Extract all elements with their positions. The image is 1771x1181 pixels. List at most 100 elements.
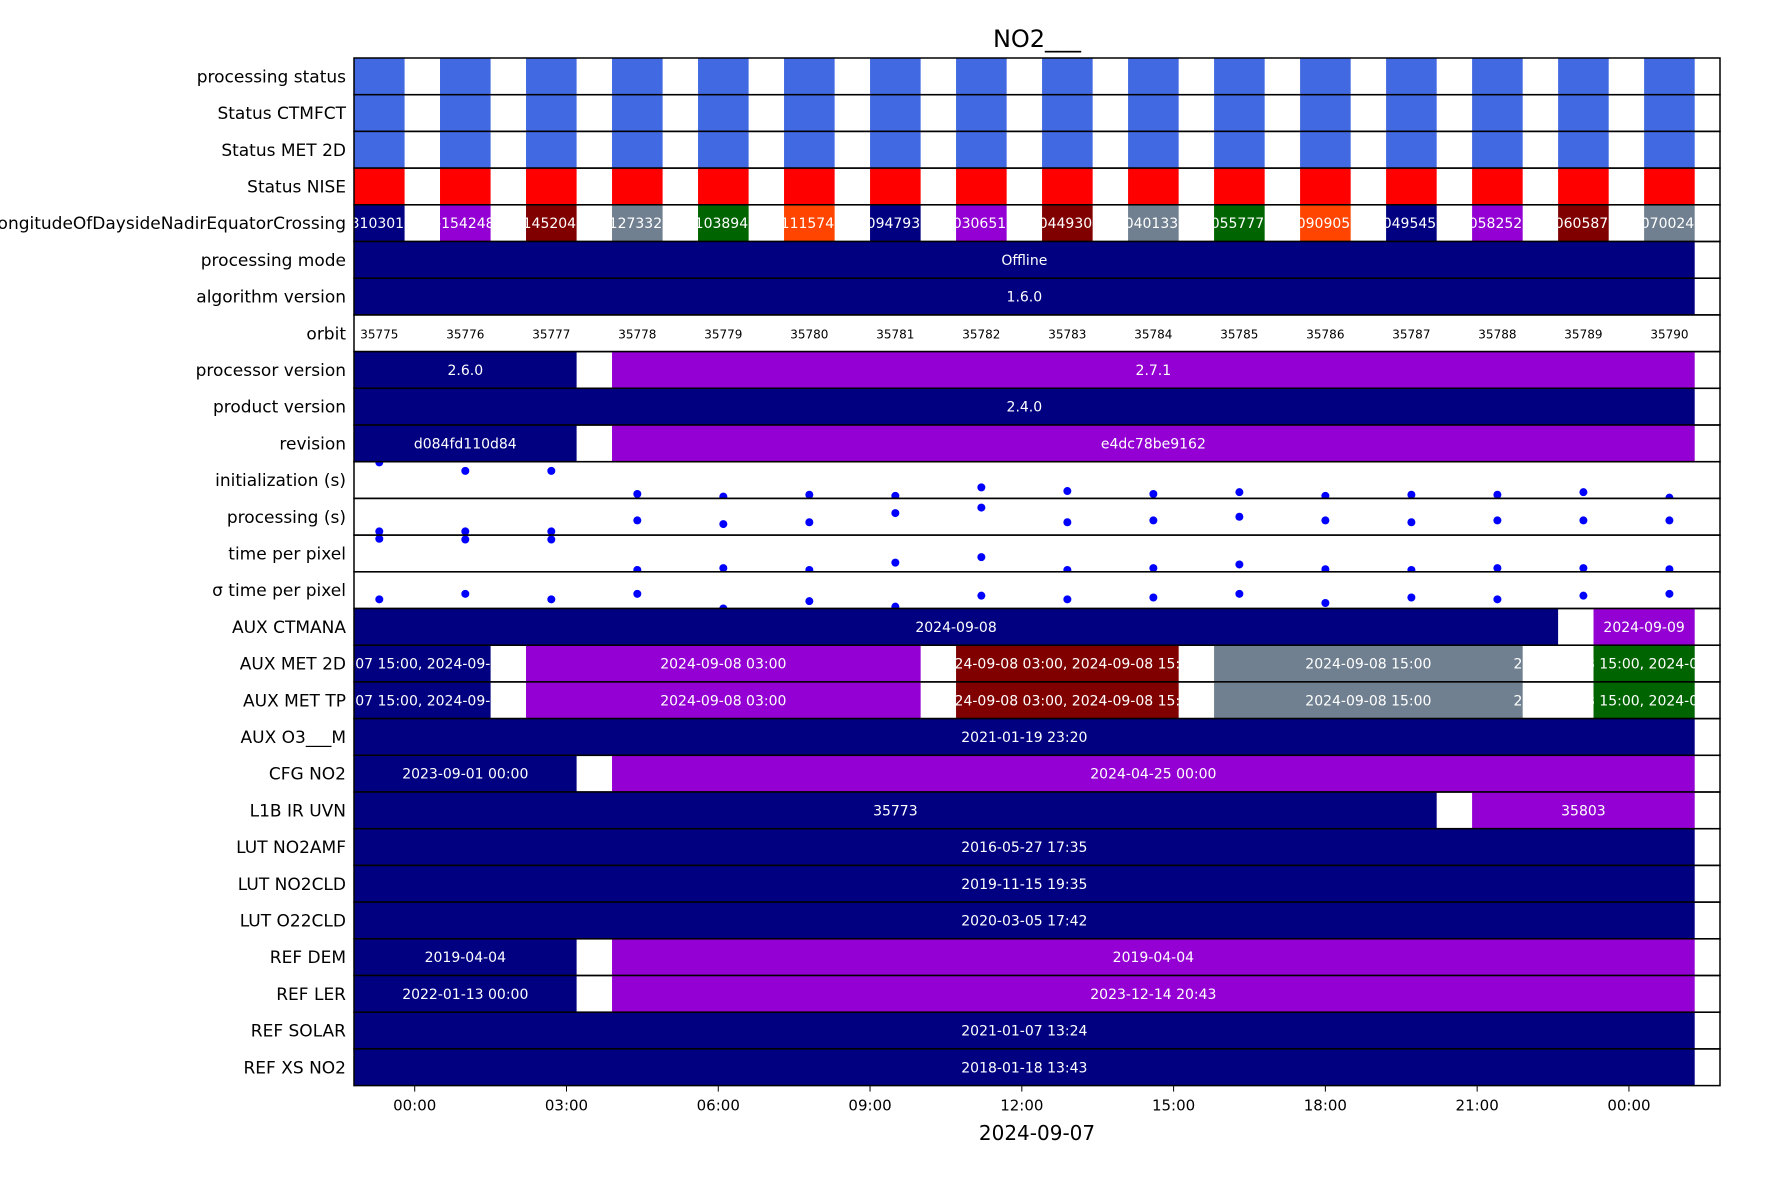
granule-bar: [1300, 58, 1351, 95]
granule-bar: [870, 204, 921, 242]
row-label: REF SOLAR: [251, 1022, 346, 1042]
row-lut-no2amf: 2016-05-27 17:35 LUT NO2AMF: [236, 827, 1721, 867]
scatter-point: [633, 516, 642, 525]
granule-bar: [440, 204, 491, 242]
row-label: initialization (s): [215, 471, 346, 491]
scatter-point: [547, 527, 556, 536]
row-lut-no2cld: 2019-11-15 19:35 LUT NO2CLD: [238, 864, 1721, 903]
row-frame: [353, 571, 1721, 610]
row-label: REF XS NO2: [244, 1058, 347, 1078]
row-label: LongitudeOfDaysideNadirEquatorCrossing: [0, 214, 346, 234]
granule-bar: [1300, 204, 1351, 242]
scatter-point: [547, 595, 556, 604]
span-label: e4dc78be9162: [1101, 436, 1206, 452]
row-label: REF DEM: [270, 948, 346, 968]
row-ref-solar: 2021-01-07 13:24 REF SOLAR: [251, 1011, 1721, 1050]
orbit-label: 35785: [1220, 327, 1258, 341]
granule-value: -0306512: [948, 216, 1015, 232]
x-tick-label: 06:00: [697, 1097, 740, 1115]
granule-bar: [784, 131, 835, 169]
row-label: AUX MET 2D: [240, 655, 346, 675]
scatter-point: [1407, 593, 1416, 602]
x-tick-label: 21:00: [1456, 1097, 1499, 1115]
scatter-point: [1665, 589, 1674, 598]
granule-bar: [1128, 168, 1179, 205]
span-label: 2019-04-04: [1113, 950, 1194, 966]
row-label: σ time per pixel: [212, 581, 346, 601]
granule-bar: [612, 131, 663, 169]
orbit-label: 35784: [1134, 327, 1172, 341]
span-bar: [354, 681, 491, 719]
span-label: 2024-09-08 15:00: [1305, 657, 1431, 673]
span-bar: [956, 645, 1179, 682]
scatter-point: [977, 553, 986, 562]
scatter-point: [547, 535, 556, 544]
granule-bar: [1558, 94, 1609, 132]
granule-bar: [1042, 131, 1093, 169]
row-processing-mode: Offline processing mode: [201, 240, 1721, 279]
granule-value: -0605871: [1550, 216, 1617, 232]
granule-bar: [1214, 94, 1265, 132]
span-label: 2024-09-08 03:00: [660, 657, 786, 673]
span-label: 2.6.0: [447, 363, 483, 379]
scatter-point: [547, 466, 556, 475]
span-label: 2024-09-08 15:00, 2024-09-09 03:00: [1514, 657, 1771, 673]
row-frame: [353, 1048, 1721, 1087]
granule-bar: [526, 168, 577, 205]
granule-bar: [440, 94, 491, 132]
granule-value: -154248: [436, 216, 495, 232]
granule-value: -0700244: [1636, 216, 1703, 232]
span-bar: [354, 755, 577, 792]
granule-value: -1452041: [518, 216, 585, 232]
span-label: 2023-09-01 00:00: [402, 767, 528, 783]
span-label: d084fd110d84: [414, 436, 517, 452]
scatter-point: [805, 518, 814, 527]
scatter-point: [1321, 565, 1330, 572]
row-label: CFG NO2: [269, 765, 346, 785]
granule-bar: [1042, 168, 1093, 205]
x-axis-label: 2024-09-07: [979, 1121, 1095, 1145]
granule-bar: [1214, 58, 1265, 95]
row-label: Status CTMFCT: [217, 104, 346, 124]
span-label: 2018-01-18 13:43: [961, 1060, 1087, 1076]
granule-bar: [1558, 58, 1609, 95]
granule-bar: [870, 94, 921, 132]
scatter-point: [1149, 593, 1158, 602]
row-status-met-2d: Status MET 2D: [221, 130, 1721, 169]
span-bar: [612, 351, 1695, 389]
granule-bar: [1472, 168, 1523, 205]
granule-bar: [784, 168, 835, 205]
granule-bar: [1644, 204, 1695, 242]
span-label: 35803: [1561, 803, 1606, 819]
row-aux-met-2d: 2024-09-07 15:00, 2024-09-08 03:00 2024-0…: [240, 644, 1771, 683]
granule-bar: [354, 58, 405, 95]
scatter-point: [1321, 516, 1330, 525]
granule-value: -1115748: [776, 216, 843, 232]
span-label: 2.7.1: [1136, 363, 1172, 379]
row-frame: [353, 534, 1721, 573]
granule-bar: [1214, 131, 1265, 169]
granule-bar: [1472, 204, 1523, 242]
granule-value: -0557773: [1206, 216, 1273, 232]
granule-bar: [354, 131, 405, 169]
scatter-point: [1493, 595, 1502, 604]
granule-bar: [698, 58, 749, 95]
scatter-point: [977, 591, 986, 600]
granule-bar: [870, 58, 921, 95]
granule-value: -0401330: [1120, 216, 1187, 232]
span-bar: [354, 425, 577, 462]
span-label: Offline: [1001, 253, 1047, 269]
span-bar: [354, 718, 1695, 756]
granule-bar: [784, 58, 835, 95]
span-bar: [526, 681, 921, 719]
scatter-point: [891, 491, 900, 499]
span-bar: [354, 645, 491, 682]
granule-bar: [870, 131, 921, 169]
span-bar: [354, 828, 1695, 866]
scatter-point: [375, 461, 384, 467]
row-initialization-s: initialization (s): [215, 460, 1721, 500]
span-label: 2021-01-07 13:24: [961, 1024, 1087, 1040]
granule-value: -0449304: [1034, 216, 1101, 232]
granule-bar: [784, 94, 835, 132]
row-label: LUT O22CLD: [240, 911, 346, 931]
